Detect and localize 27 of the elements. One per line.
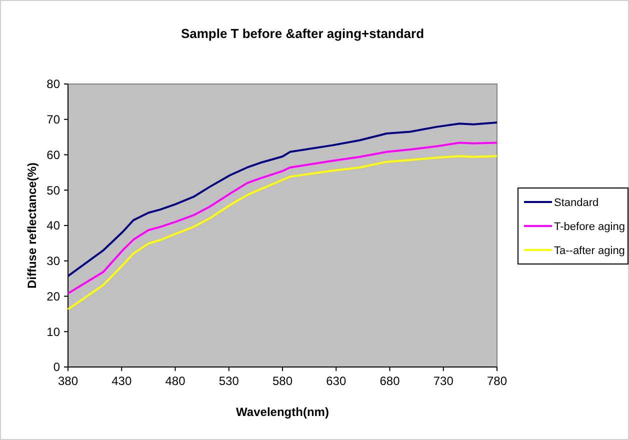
legend-label: Standard bbox=[554, 196, 599, 209]
chart-title: Sample T before &after aging+standard bbox=[180, 26, 424, 41]
y-tick-label: 0 bbox=[53, 360, 60, 374]
legend-label: Ta--after aging bbox=[554, 244, 625, 257]
x-tick-label: 430 bbox=[112, 374, 132, 388]
x-tick-label: 480 bbox=[165, 374, 186, 388]
x-tick-label: 680 bbox=[380, 374, 400, 388]
y-tick-label: 60 bbox=[46, 148, 60, 162]
y-tick-label: 70 bbox=[46, 112, 60, 127]
y-tick-label: 20 bbox=[46, 289, 60, 304]
x-axis-title: Wavelength(nm) bbox=[236, 405, 329, 419]
line-series bbox=[67, 142, 498, 294]
y-tick-label: 30 bbox=[46, 254, 60, 268]
y-tick-label: 80 bbox=[46, 77, 60, 92]
y-tick-label: 50 bbox=[46, 183, 60, 198]
y-axis-title: Diffuse reflectance(%) bbox=[25, 162, 39, 289]
legend-label: T-before aging bbox=[554, 220, 625, 233]
x-tick-label: 380 bbox=[58, 374, 78, 388]
line-series bbox=[67, 155, 498, 310]
x-tick-label: 630 bbox=[326, 374, 346, 388]
x-tick-label: 730 bbox=[433, 374, 454, 388]
y-tick-label: 40 bbox=[46, 218, 60, 233]
x-tick-label: 530 bbox=[218, 374, 240, 388]
x-tick-label: 780 bbox=[486, 374, 508, 388]
x-tick-label: 580 bbox=[272, 374, 293, 388]
y-tick-label: 10 bbox=[46, 324, 60, 339]
line-series bbox=[67, 122, 498, 278]
